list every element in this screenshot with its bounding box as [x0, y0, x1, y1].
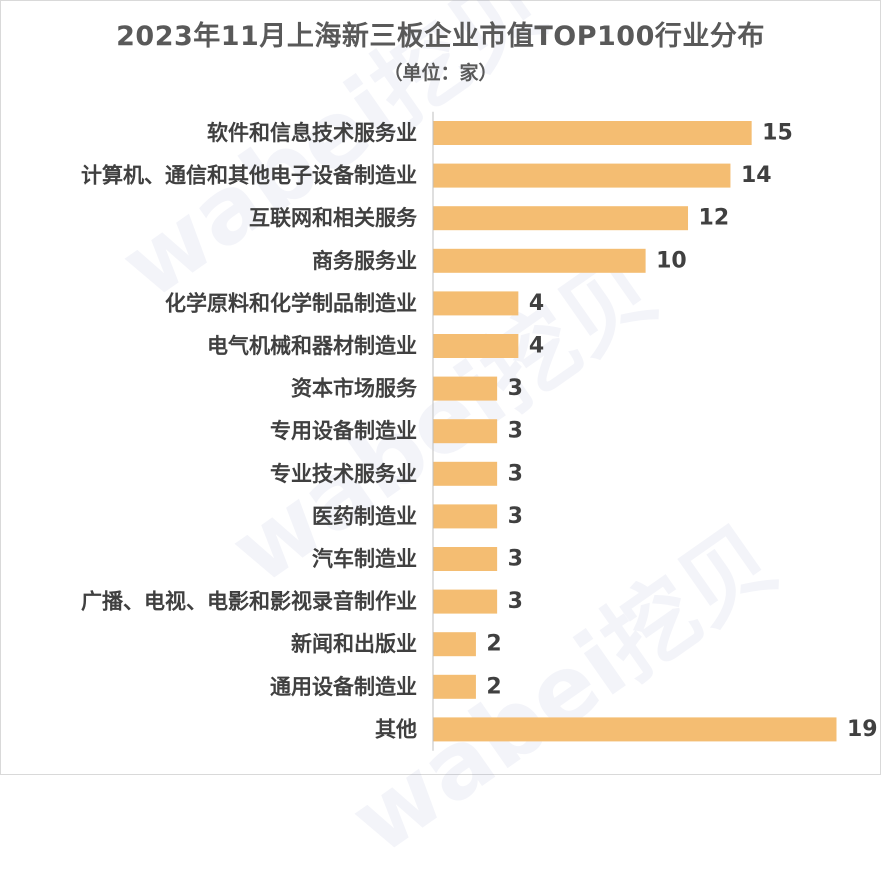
- category-label: 资本市场服务: [291, 377, 418, 401]
- bar: [433, 163, 731, 188]
- data-label: 14: [741, 163, 772, 188]
- data-label: 4: [529, 291, 544, 316]
- data-label: 3: [508, 461, 523, 486]
- data-label: 19: [847, 717, 878, 742]
- bar: [433, 589, 498, 614]
- chart-title: 2023年11月上海新三板企业市值TOP100行业分布: [116, 21, 765, 52]
- data-label: 3: [508, 547, 523, 572]
- bar: [433, 206, 689, 231]
- bar: [433, 674, 476, 699]
- category-label: 广播、电视、电影和影视录音制作业: [81, 590, 417, 614]
- data-label: 3: [508, 376, 523, 401]
- bar: [433, 248, 646, 273]
- data-label: 2: [486, 632, 501, 657]
- data-label: 4: [529, 334, 544, 359]
- data-label: 3: [508, 504, 523, 529]
- bar: [433, 632, 476, 657]
- data-label: 3: [508, 419, 523, 444]
- data-label: 2: [486, 674, 501, 699]
- category-label: 其他: [375, 717, 417, 741]
- bar: [433, 121, 752, 145]
- bar: [433, 504, 498, 529]
- category-label: 互联网和相关服务: [249, 206, 418, 230]
- bar: [433, 291, 519, 316]
- category-label: 专用设备制造业: [270, 419, 417, 443]
- bar: [433, 419, 498, 444]
- category-label: 专业技术服务业: [270, 462, 417, 486]
- data-label: 10: [656, 248, 687, 273]
- bar: [433, 376, 498, 401]
- category-label: 汽车制造业: [312, 547, 417, 571]
- category-label: 新闻和出版业: [291, 632, 417, 656]
- category-label: 商务服务业: [312, 249, 417, 273]
- bar-chart: 软件和信息技术服务业 15 计算机、通信和其他电子设备制造业 14 互联网和相关服务 12…: [81, 111, 878, 751]
- bar: [433, 717, 837, 742]
- data-label: 12: [699, 206, 730, 231]
- category-label: 通用设备制造业: [270, 675, 417, 699]
- category-label: 计算机、通信和其他电子设备制造业: [81, 164, 417, 188]
- category-label: 化学原料和化学制品制造业: [165, 291, 417, 315]
- data-label: 3: [508, 589, 523, 614]
- bar: [433, 334, 519, 358]
- bar: [433, 547, 498, 571]
- category-label: 软件和信息技术服务业: [207, 121, 417, 145]
- data-label: 15: [762, 121, 793, 146]
- chart-subtitle: （单位：家）: [383, 62, 498, 84]
- bar: [433, 461, 498, 486]
- category-label: 电气机械和器材制造业: [207, 334, 417, 358]
- category-label: 医药制造业: [312, 504, 417, 528]
